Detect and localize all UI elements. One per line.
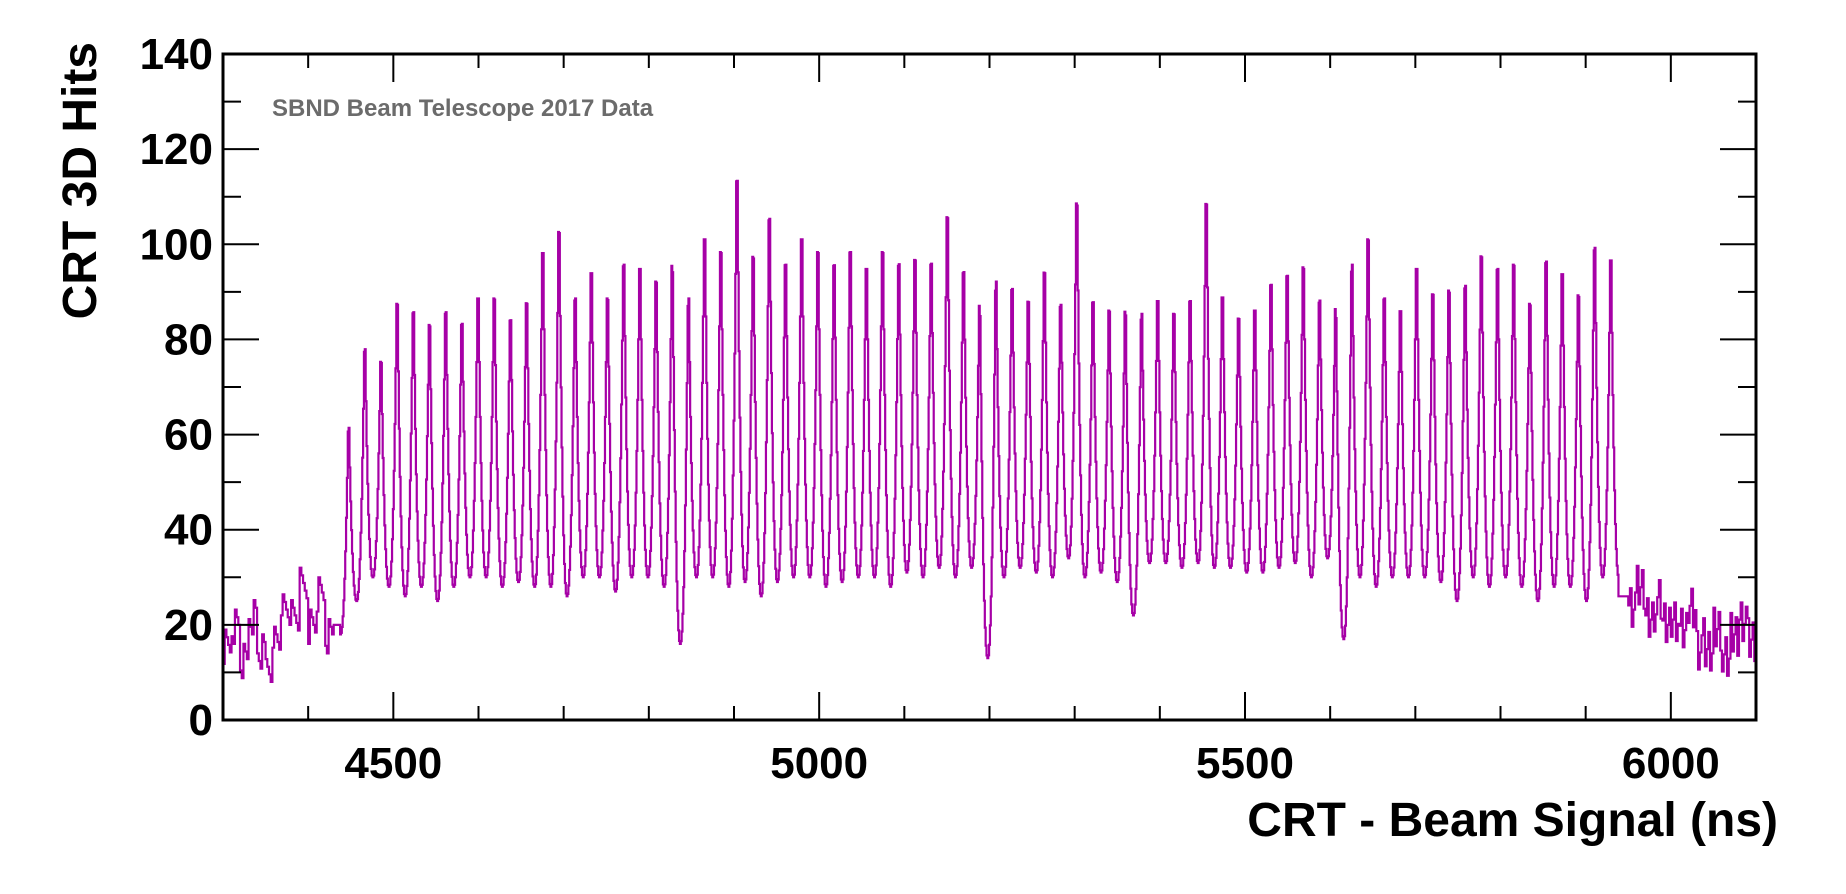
axis-layer: 4500 5000 5500 6000 0 20 40 60 80 100 120 140 [140, 30, 1758, 788]
histogram-layer [223, 179, 1756, 684]
x-tick-label: 5500 [1196, 739, 1294, 788]
y-tick-label: 20 [164, 601, 213, 650]
x-tick-label: 4500 [344, 739, 442, 788]
y-tick-label: 80 [164, 315, 213, 364]
y-axis-title: CRT 3D Hits [54, 42, 107, 319]
data-annotation: SBND Beam Telescope 2017 Data [272, 95, 654, 122]
x-tick-label: 5000 [770, 739, 868, 788]
y-tick-label: 140 [140, 30, 213, 79]
plot-frame [221, 52, 1758, 722]
y-tick-label: 40 [164, 506, 213, 555]
x-tick-label: 6000 [1622, 739, 1720, 788]
y-tick-label: 60 [164, 411, 213, 460]
y-tick-label: 120 [140, 125, 213, 174]
y-tick-label: 100 [140, 220, 213, 269]
x-axis-title: CRT - Beam Signal (ns) [1247, 794, 1778, 847]
y-tick-label: 0 [189, 696, 213, 745]
histogram-line [223, 179, 1756, 684]
